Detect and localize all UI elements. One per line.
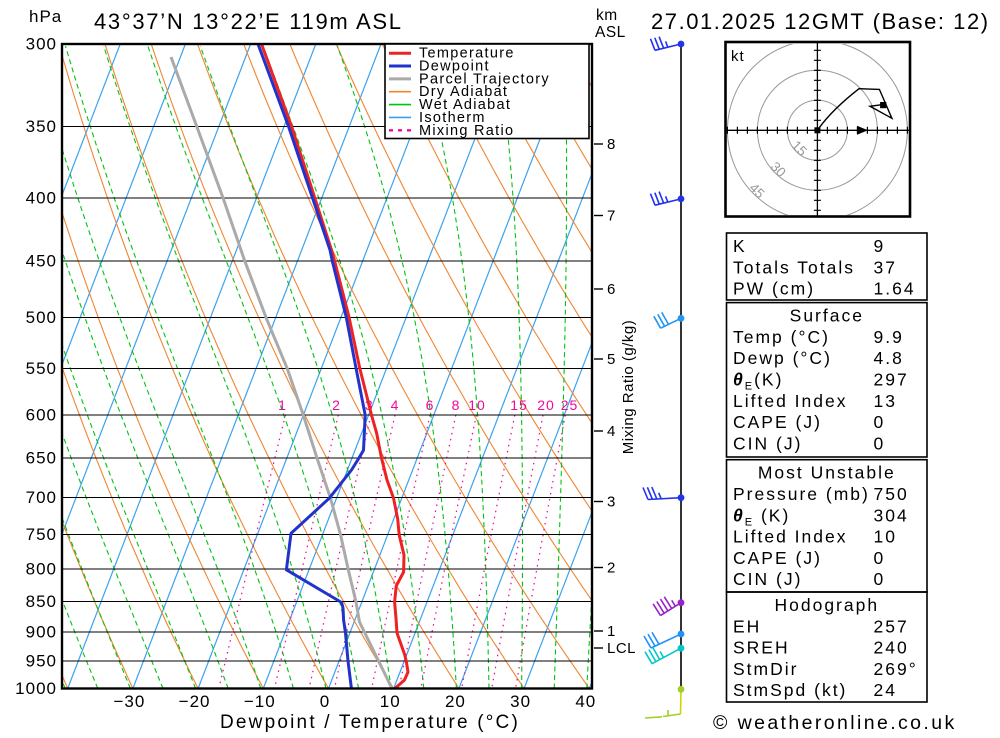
svg-text:CIN (J): CIN (J) — [733, 569, 802, 589]
svg-text:10: 10 — [874, 527, 897, 547]
svg-text:−20: −20 — [179, 692, 211, 711]
svg-text:Most Unstable: Most Unstable — [758, 463, 896, 483]
svg-text:40: 40 — [575, 692, 596, 711]
svg-text:500: 500 — [26, 308, 57, 327]
svg-text:1: 1 — [278, 397, 287, 413]
svg-text:StmSpd (kt): StmSpd (kt) — [733, 680, 847, 700]
svg-text:8: 8 — [607, 136, 615, 153]
svg-text:450: 450 — [26, 252, 57, 271]
svg-text:CIN (J): CIN (J) — [733, 433, 802, 453]
svg-text:240: 240 — [874, 638, 909, 658]
svg-text:Mixing Ratio (g/kg): Mixing Ratio (g/kg) — [620, 320, 637, 455]
svg-text:PW (cm): PW (cm) — [733, 279, 815, 299]
svg-text:750: 750 — [874, 484, 909, 504]
svg-text:θE(K): θE(K) — [733, 370, 783, 393]
svg-text:−30: −30 — [113, 692, 145, 711]
svg-text:20: 20 — [537, 397, 555, 413]
svg-text:7: 7 — [607, 208, 615, 225]
svg-text:269°: 269° — [874, 659, 918, 679]
svg-text:650: 650 — [26, 448, 57, 467]
svg-text:350: 350 — [26, 117, 57, 136]
svg-text:10: 10 — [468, 397, 486, 413]
svg-text:30: 30 — [510, 692, 531, 711]
svg-text:SREH: SREH — [733, 638, 790, 658]
svg-text:4: 4 — [607, 423, 615, 440]
svg-text:Surface: Surface — [790, 306, 864, 326]
svg-text:4.8: 4.8 — [874, 348, 904, 368]
svg-text:hPa: hPa — [29, 7, 62, 26]
svg-text:2: 2 — [607, 560, 615, 577]
svg-text:6: 6 — [426, 397, 435, 413]
svg-text:LCL: LCL — [607, 640, 636, 657]
svg-text:600: 600 — [26, 406, 57, 425]
svg-text:Mixing Ratio: Mixing Ratio — [419, 123, 514, 139]
svg-text:0: 0 — [320, 692, 330, 711]
svg-text:800: 800 — [26, 560, 57, 579]
svg-text:3: 3 — [607, 494, 615, 511]
svg-text:Temperature: Temperature — [419, 46, 515, 62]
svg-text:8: 8 — [452, 397, 461, 413]
svg-text:297: 297 — [874, 370, 909, 390]
svg-text:20: 20 — [445, 692, 466, 711]
svg-text:0: 0 — [874, 569, 886, 589]
svg-text:© weatheronline.co.uk: © weatheronline.co.uk — [713, 712, 957, 733]
svg-text:Totals Totals: Totals Totals — [733, 257, 855, 277]
svg-text:10: 10 — [380, 692, 401, 711]
svg-text:13: 13 — [874, 391, 897, 411]
svg-text:550: 550 — [26, 359, 57, 378]
svg-text:Pressure (mb): Pressure (mb) — [733, 484, 870, 504]
svg-text:CAPE (J): CAPE (J) — [733, 548, 822, 568]
svg-text:2: 2 — [332, 397, 341, 413]
svg-text:400: 400 — [26, 189, 57, 208]
svg-text:ASL: ASL — [595, 24, 626, 41]
svg-text:300: 300 — [26, 35, 57, 54]
svg-text:km: km — [596, 7, 618, 24]
svg-text:1: 1 — [607, 623, 615, 640]
svg-text:9.9: 9.9 — [874, 327, 904, 347]
svg-text:43°37’N 13°22’E 119m ASL: 43°37’N 13°22’E 119m ASL — [94, 9, 403, 34]
svg-text:850: 850 — [26, 592, 57, 611]
svg-text:Lifted Index: Lifted Index — [733, 527, 847, 547]
svg-text:Wet Adiabat: Wet Adiabat — [419, 97, 511, 113]
svg-text:Hodograph: Hodograph — [774, 595, 879, 615]
svg-text:257: 257 — [874, 616, 909, 636]
svg-text:0: 0 — [874, 412, 886, 432]
svg-text:StmDir: StmDir — [733, 659, 798, 679]
svg-text:kt: kt — [731, 48, 745, 65]
svg-text:25: 25 — [561, 397, 579, 413]
svg-text:27.01.2025 12GMT (Base: 12): 27.01.2025 12GMT (Base: 12) — [651, 9, 990, 34]
svg-text:750: 750 — [26, 525, 57, 544]
svg-text:0: 0 — [874, 548, 886, 568]
svg-text:1.64: 1.64 — [874, 279, 916, 299]
svg-text:CAPE (J): CAPE (J) — [733, 412, 822, 432]
svg-text:900: 900 — [26, 623, 57, 642]
svg-text:Dewpoint / Temperature (°C): Dewpoint / Temperature (°C) — [220, 712, 520, 733]
svg-text:Dewp (°C): Dewp (°C) — [733, 348, 832, 368]
svg-text:0: 0 — [874, 433, 886, 453]
svg-text:4: 4 — [391, 397, 400, 413]
svg-text:Isotherm: Isotherm — [419, 110, 486, 126]
svg-text:15: 15 — [510, 397, 528, 413]
svg-text:9: 9 — [874, 236, 886, 256]
svg-text:37: 37 — [874, 257, 897, 277]
svg-text:−10: −10 — [244, 692, 276, 711]
svg-text:950: 950 — [26, 652, 57, 671]
svg-text:Dewpoint: Dewpoint — [419, 59, 490, 75]
svg-text:304: 304 — [874, 505, 909, 525]
svg-text:Temp (°C): Temp (°C) — [733, 327, 830, 347]
svg-text:EH: EH — [733, 616, 761, 636]
svg-text:Lifted Index: Lifted Index — [733, 391, 847, 411]
svg-text:6: 6 — [607, 281, 615, 298]
svg-text:K: K — [733, 236, 747, 256]
svg-text:1000: 1000 — [15, 679, 57, 698]
svg-text:Dry Adiabat: Dry Adiabat — [419, 84, 508, 100]
svg-text:θE (K): θE (K) — [733, 505, 790, 528]
svg-text:24: 24 — [874, 680, 897, 700]
svg-text:700: 700 — [26, 488, 57, 507]
svg-text:Parcel Trajectory: Parcel Trajectory — [419, 71, 550, 87]
svg-text:5: 5 — [607, 351, 615, 368]
